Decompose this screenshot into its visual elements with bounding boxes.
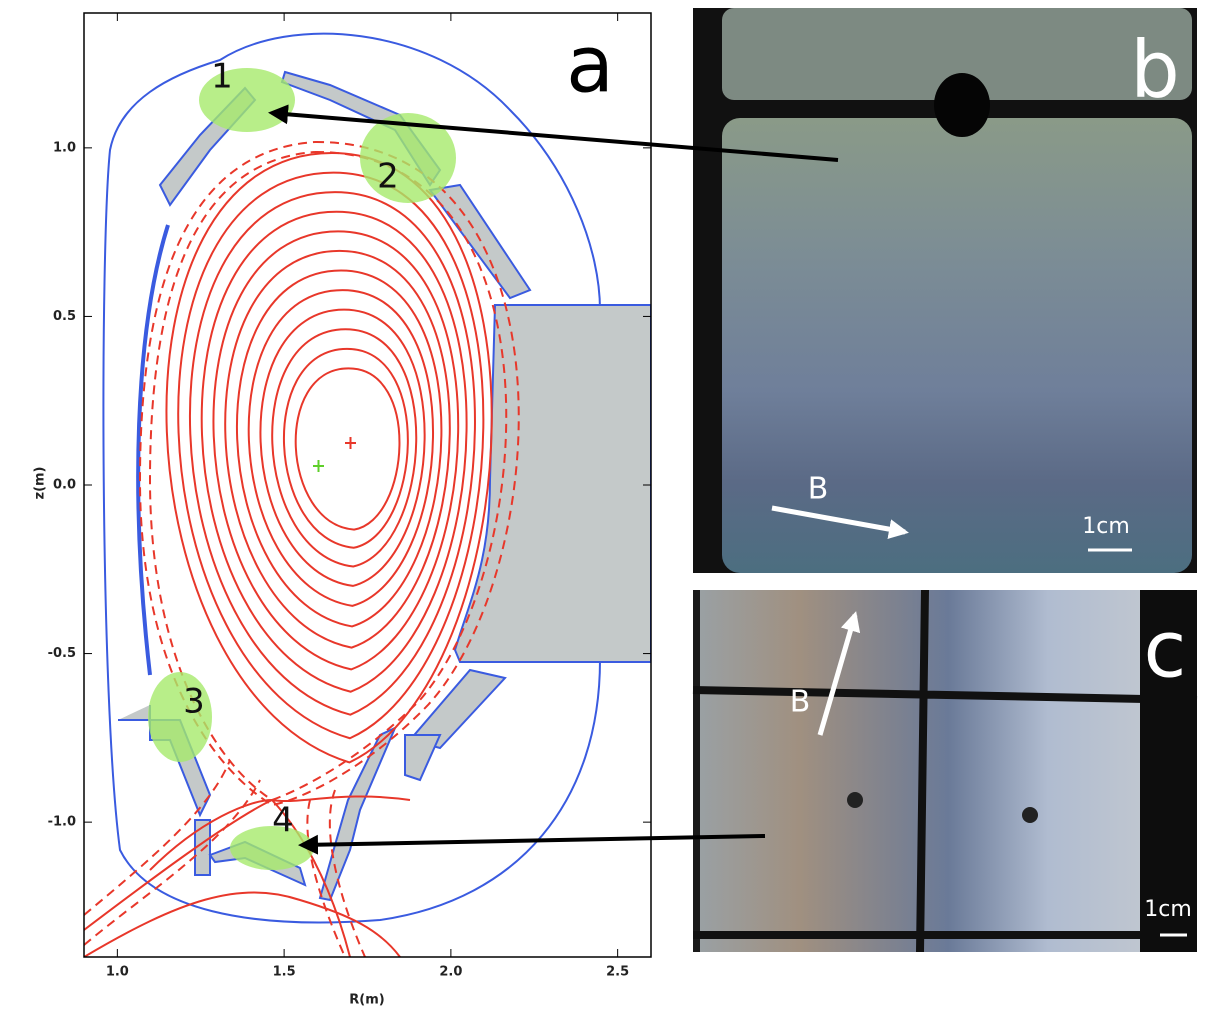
y-tick-label: -0.5 [48, 646, 76, 661]
flux-surface [202, 212, 467, 692]
magnetic-axis [345, 437, 356, 449]
region-label: 1 [211, 57, 233, 97]
separatrix [84, 796, 410, 957]
panel-label: a [566, 20, 614, 110]
x-tick-label: 1.5 [273, 965, 296, 980]
y-tick-label: 1.0 [53, 140, 76, 155]
panel-label: b [1130, 25, 1180, 115]
x-axis-label: R(m) [349, 993, 384, 1008]
x-tick-label: 2.5 [606, 965, 629, 980]
y-tick-label: 0.5 [53, 309, 76, 324]
flux-surface [272, 329, 416, 566]
scale-label: 1cm [1082, 514, 1130, 539]
y-tick-label: 0.0 [53, 478, 76, 493]
bolt-hole [1022, 807, 1038, 823]
flux-surface [296, 368, 400, 529]
flux-surface [237, 271, 441, 627]
panel-label: c [1144, 605, 1187, 695]
flux-surface [249, 290, 433, 606]
region-label: 3 [183, 682, 205, 722]
field-label: B [808, 472, 829, 507]
y-axis-label: z(m) [33, 467, 48, 500]
tile [405, 735, 440, 780]
center-stack [455, 305, 651, 662]
scale-label: 1cm [1144, 897, 1192, 922]
x-tick-label: 2.0 [439, 965, 462, 980]
flux-surface [178, 173, 483, 739]
y-tick-label: -1.0 [48, 815, 76, 830]
tile-surface [722, 118, 1192, 573]
region-label: 2 [377, 157, 399, 197]
current-center [313, 460, 324, 472]
x-tick-label: 1.0 [106, 965, 129, 980]
field-label: B [790, 685, 811, 720]
tile-surface [700, 590, 1197, 952]
bolt-hole [847, 792, 863, 808]
figure: 1.0 1.5 2.0 2.5 1.0 0.5 0.0 -0.5 -1.0 a R(m) z(m… [0, 0, 1209, 1011]
bolt-hole [934, 73, 990, 137]
region-label: 4 [272, 801, 294, 841]
flux-surface [284, 349, 408, 548]
